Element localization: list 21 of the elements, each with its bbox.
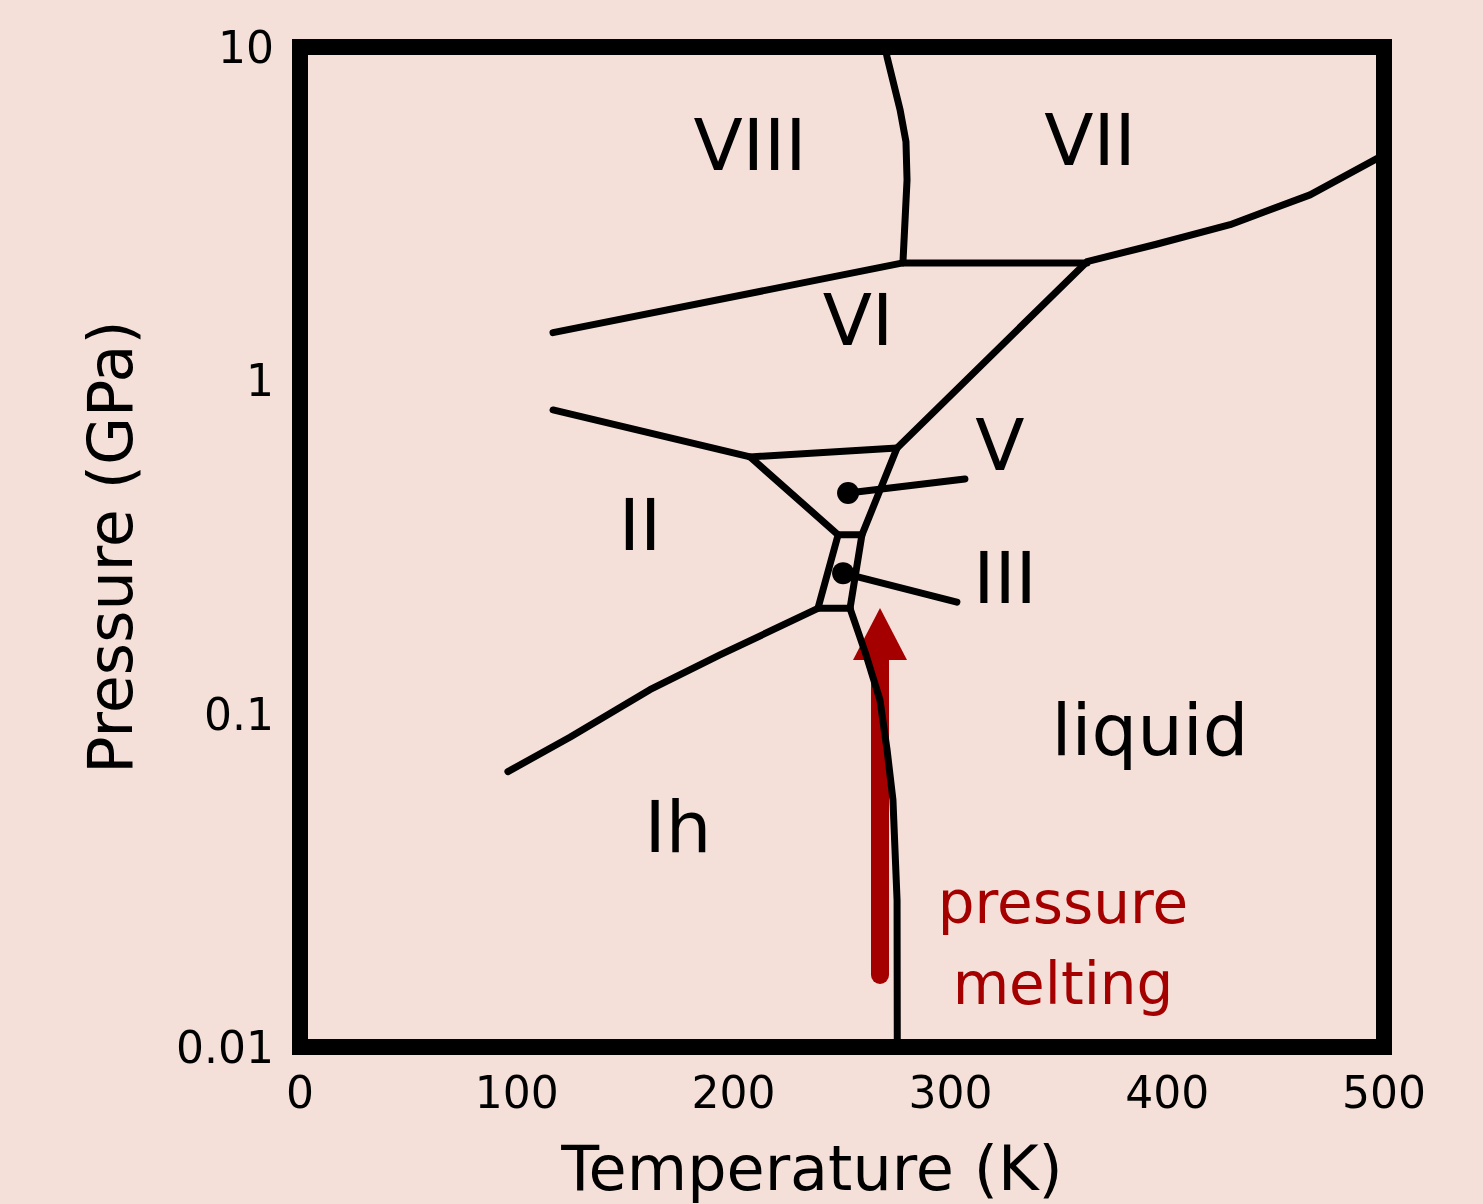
annotation: V — [975, 403, 1025, 487]
x-tick-label: 200 — [691, 1067, 776, 1118]
annotation: Ih — [644, 785, 712, 869]
annotation: VII — [1044, 98, 1136, 182]
x-tick-label: 0 — [286, 1067, 314, 1118]
x-tick-label: 400 — [1125, 1067, 1210, 1118]
x-tick-label: 500 — [1342, 1067, 1426, 1118]
y-tick-label: 10 — [218, 22, 274, 73]
x-tick-label: 100 — [474, 1067, 559, 1118]
y-axis-title: Pressure (GPa) — [74, 320, 147, 774]
x-axis-title: Temperature (K) — [560, 1132, 1063, 1204]
y-tick-label: 0.1 — [204, 688, 274, 740]
annotation: VIII — [693, 103, 807, 187]
y-tick-label: 0.01 — [176, 1022, 274, 1073]
annotation: VI — [822, 278, 894, 362]
x-tick-label: 300 — [908, 1067, 993, 1118]
annotation: liquid — [1051, 688, 1249, 772]
y-tick-label: 1 — [246, 355, 274, 407]
annotation: pressure melting — [937, 869, 1189, 1019]
annotation: II — [618, 483, 662, 567]
annotation: III — [973, 536, 1037, 620]
